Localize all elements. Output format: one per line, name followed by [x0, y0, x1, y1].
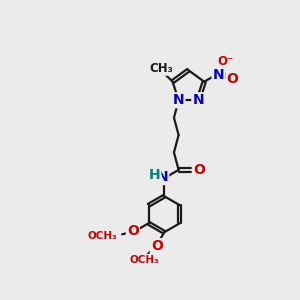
Text: N: N	[173, 93, 184, 107]
Text: O: O	[193, 163, 205, 177]
Text: H: H	[149, 168, 160, 182]
Text: O: O	[151, 239, 163, 253]
Text: OCH₃: OCH₃	[88, 231, 118, 241]
Text: O⁻: O⁻	[218, 55, 234, 68]
Text: CH₃: CH₃	[149, 62, 173, 75]
Text: N: N	[192, 93, 204, 107]
Text: OCH₃: OCH₃	[130, 255, 160, 265]
Text: O: O	[227, 73, 239, 86]
Text: N: N	[213, 68, 224, 82]
Text: N: N	[157, 170, 168, 184]
Text: O: O	[127, 224, 139, 238]
